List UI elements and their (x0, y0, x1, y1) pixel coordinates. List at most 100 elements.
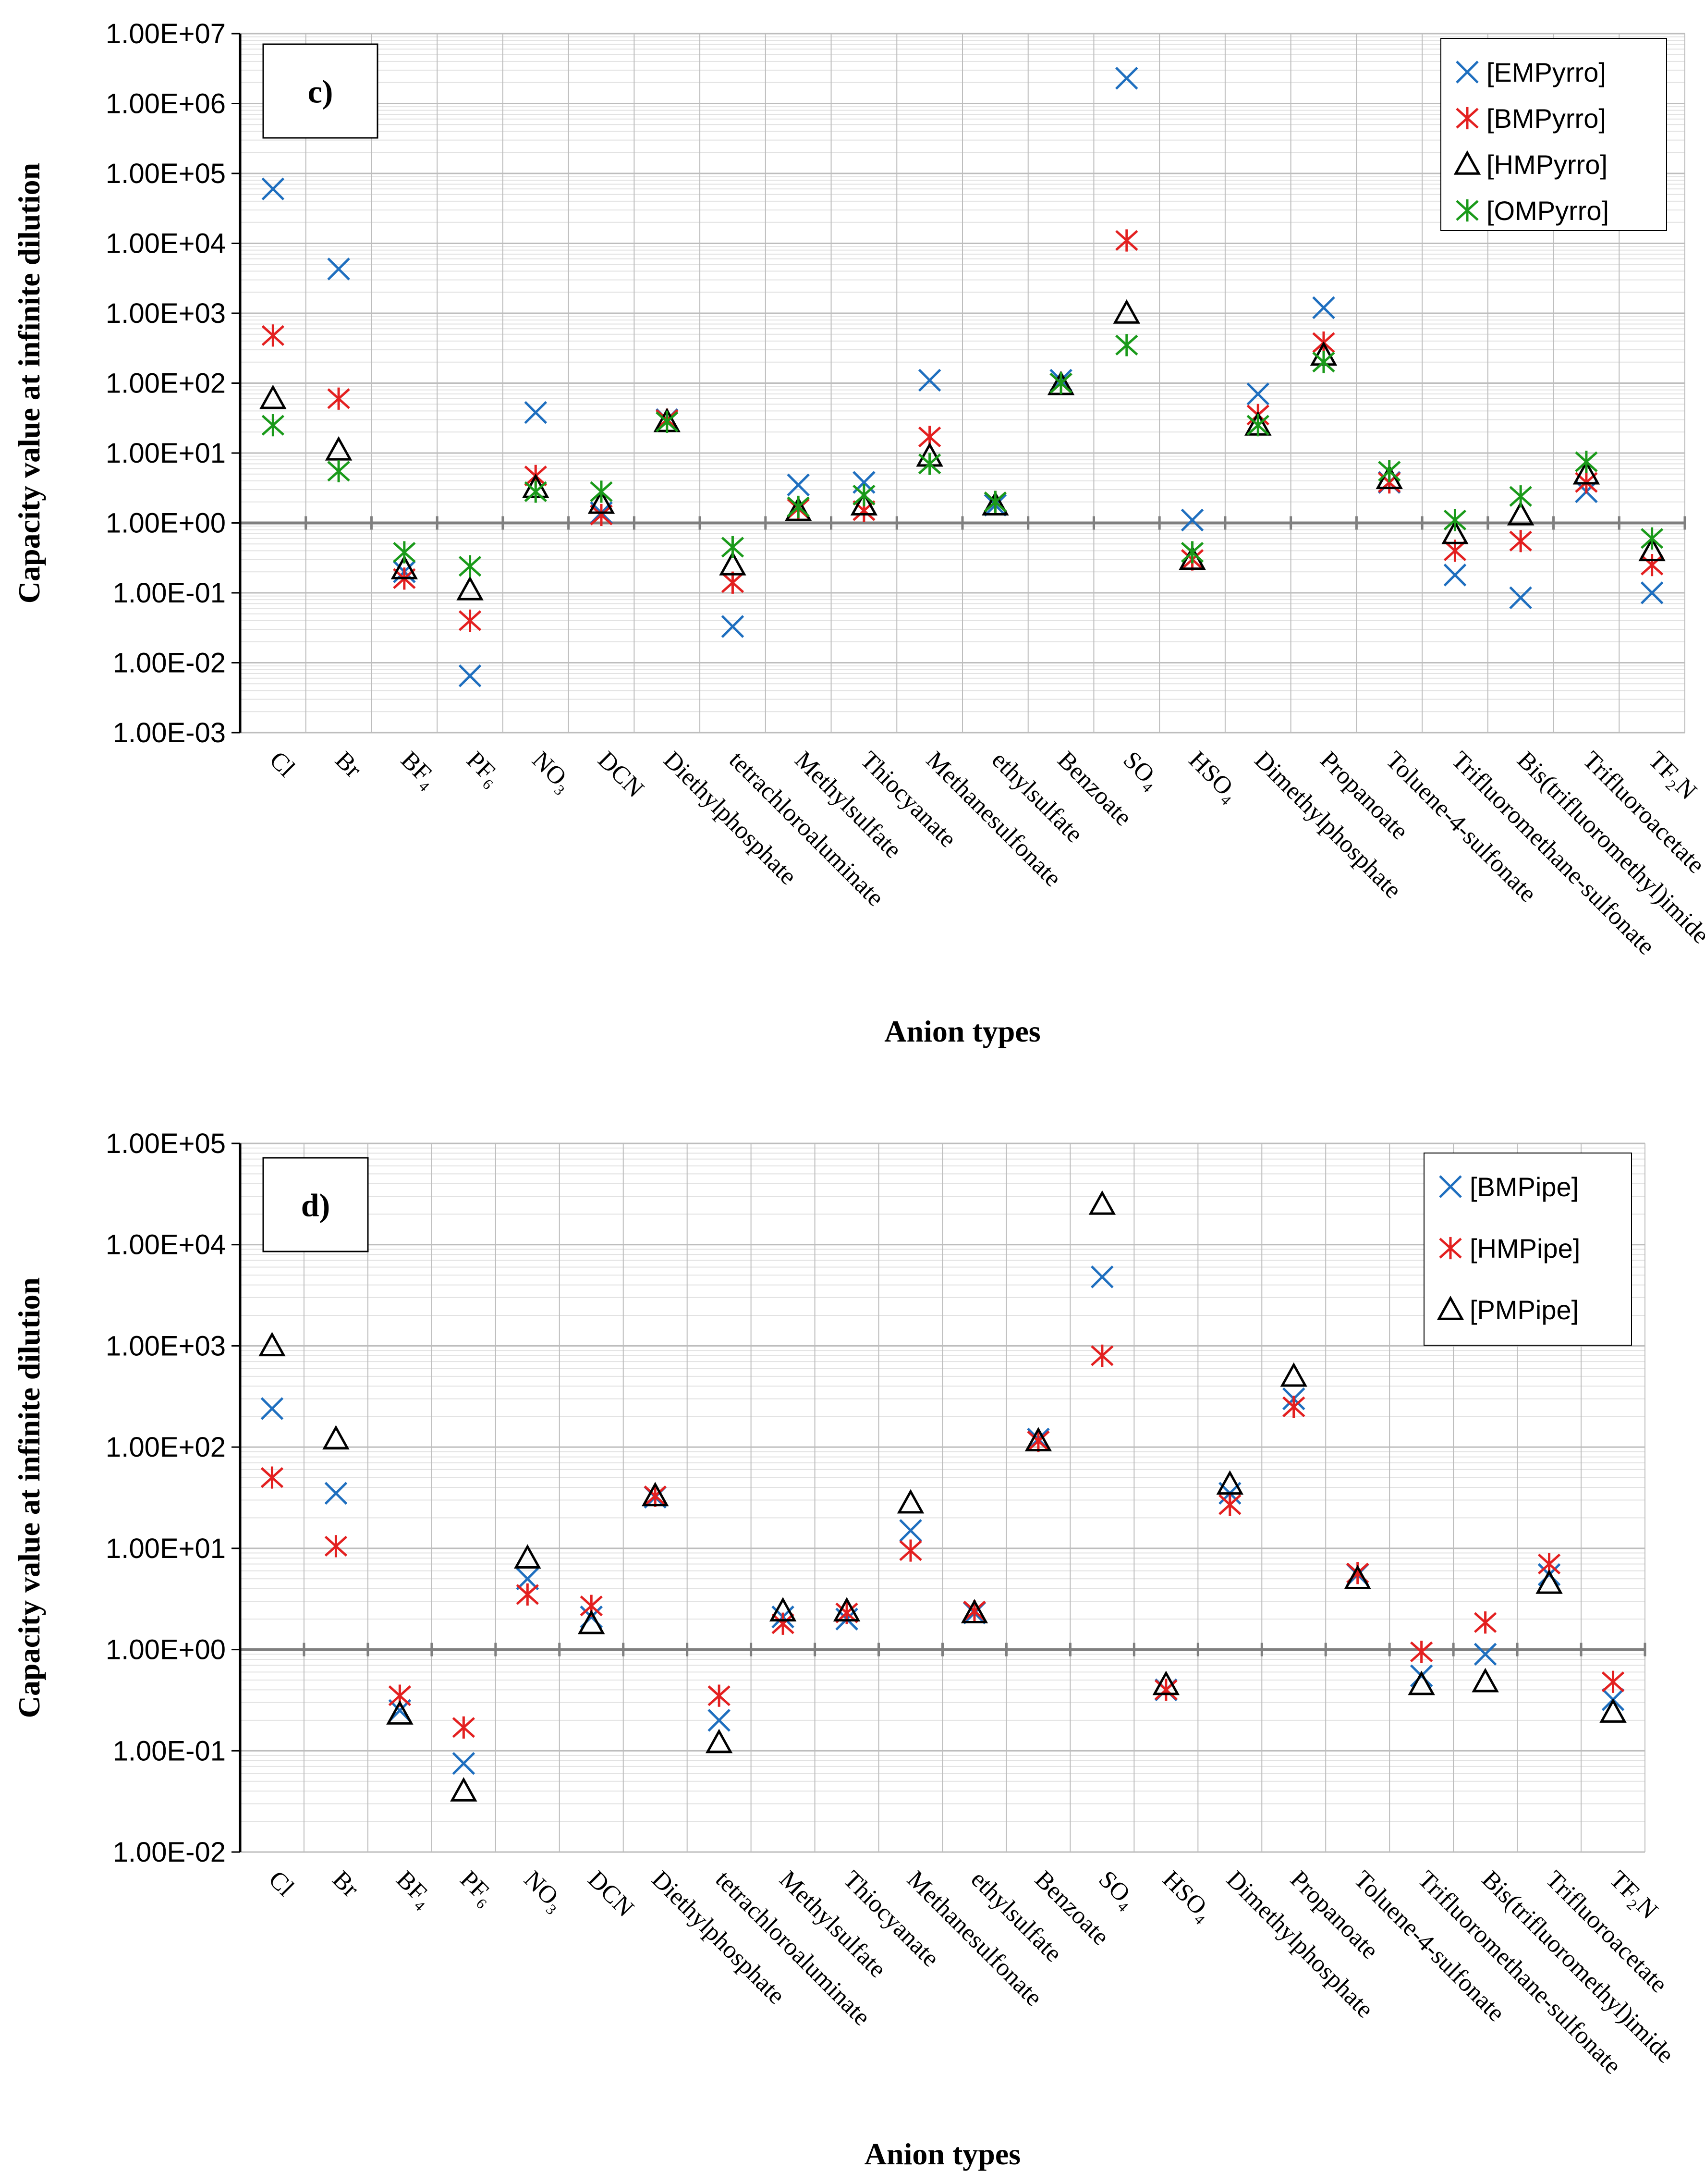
data-point (784, 496, 812, 521)
data-point (1181, 541, 1204, 564)
x-tick-label: Cl (264, 746, 300, 782)
data-point (641, 1482, 669, 1507)
data-point (1312, 351, 1335, 373)
y-tick-label: 1.00E+01 (106, 1533, 226, 1564)
data-point (852, 484, 876, 506)
data-point (769, 1597, 797, 1622)
y-tick-label: 1.00E-03 (113, 717, 226, 748)
data-point (1575, 451, 1598, 473)
x-tick-label: HSO₄ (1157, 1865, 1218, 1926)
data-point (578, 1609, 605, 1634)
data-point (590, 480, 613, 503)
data-point (899, 1539, 922, 1562)
data-point (707, 1684, 731, 1707)
y-tick-label: 1.00E+03 (106, 1330, 226, 1362)
legend-label: [HMPipe] (1470, 1233, 1580, 1264)
panel-label: c) (308, 74, 333, 110)
data-point (390, 555, 418, 579)
data-point (899, 1519, 922, 1542)
data-point (1113, 299, 1141, 324)
data-point (1599, 1698, 1627, 1723)
legend-label: [HMPyrro] (1486, 149, 1608, 180)
chart-panel-c: 1.00E+07 1.00E+06 1.00E+05 1.00E+04 1.00E+03… (12, 18, 1705, 1048)
data-point (524, 480, 547, 503)
chart-panel-d: 1.00E+05 1.00E+04 1.00E+03 1.00E+02 1.00E+01… (12, 1128, 1679, 2171)
data-point (458, 664, 482, 687)
data-point (386, 1700, 414, 1725)
data-point (1282, 1396, 1305, 1418)
data-point (719, 551, 746, 576)
data-point (787, 473, 810, 497)
legend-box (1440, 38, 1667, 231)
data-point (1181, 508, 1204, 532)
data-point (1509, 485, 1532, 508)
legend-label: [BMPyrro] (1486, 103, 1606, 134)
legend-marker (1439, 1237, 1462, 1260)
data-point (1509, 586, 1532, 610)
data-point (458, 555, 482, 577)
data-point (516, 1567, 539, 1591)
x-tick-label: SO₄ (1093, 1865, 1141, 1914)
data-point (452, 1716, 475, 1739)
data-point (456, 576, 484, 601)
x-tick-label: PF₆ (455, 1865, 500, 1911)
data-point (1474, 1611, 1497, 1634)
y-tick-label: 1.00E-01 (113, 1735, 226, 1767)
y-axis-title: Capacity value at infinite dilution (12, 1277, 46, 1718)
data-point (721, 536, 744, 559)
data-point (833, 1597, 861, 1622)
data-point (1091, 1265, 1114, 1288)
data-point (1246, 382, 1270, 405)
x-tick-label: SO₄ (1118, 746, 1166, 794)
data-point (1535, 1569, 1563, 1594)
series-ompyrro (261, 334, 1664, 577)
y-tick-label: 1.00E+04 (106, 228, 226, 259)
data-point (721, 615, 744, 638)
data-point (1601, 1670, 1625, 1693)
data-point (1410, 1641, 1433, 1663)
data-point (587, 489, 615, 514)
data-point (1216, 1470, 1244, 1495)
data-point (1509, 530, 1532, 552)
y-tick-label: 1.00E-02 (113, 648, 226, 679)
legend-marker (1453, 150, 1481, 175)
x-tick-label: DCN (583, 1865, 639, 1922)
panel-label: d) (301, 1187, 330, 1224)
y-tick-label: 1.00E+07 (106, 18, 226, 49)
data-point (1572, 460, 1600, 485)
data-point (1378, 460, 1401, 482)
data-point (450, 1777, 477, 1802)
y-tick-label: 1.00E+04 (106, 1229, 226, 1261)
data-point (327, 460, 350, 482)
data-point (260, 1466, 284, 1489)
data-point (1091, 1344, 1114, 1367)
panel-label-box (262, 43, 378, 139)
data-point (1441, 519, 1469, 544)
data-point (1443, 509, 1467, 531)
data-point (1088, 1190, 1116, 1215)
legend-label: [PMPipe] (1470, 1295, 1579, 1325)
data-point (1474, 1643, 1497, 1666)
data-point (1115, 229, 1138, 252)
data-point (259, 384, 287, 409)
data-point (322, 1425, 350, 1450)
x-tick-label: TF₂N (1604, 1865, 1663, 1925)
y-tick-label: 1.00E+03 (106, 298, 226, 329)
legend-marker (1456, 107, 1479, 130)
x-axis-title: Anion types (884, 1014, 1040, 1048)
data-point (1027, 1430, 1050, 1452)
data-point (1152, 1670, 1180, 1695)
x-tick-label: Br (330, 746, 367, 783)
data-point (393, 541, 416, 564)
y-tick-label: 1.00E+05 (106, 1128, 226, 1159)
data-point (452, 1752, 475, 1775)
data-point (982, 491, 1009, 516)
y-tick-label: 1.00E-01 (113, 577, 226, 609)
legend-label: [OMPyrro] (1486, 196, 1609, 226)
y-axis-title: Capacity value at infinite dilution (12, 163, 46, 603)
data-point (324, 1482, 348, 1505)
data-point (261, 177, 285, 201)
data-point (1115, 67, 1138, 90)
